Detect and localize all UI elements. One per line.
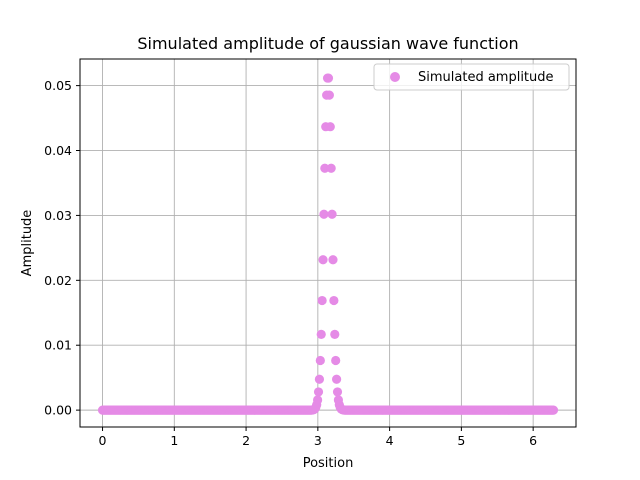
x-tick-label: 4 — [386, 433, 394, 448]
chart-title: Simulated amplitude of gaussian wave fun… — [137, 34, 518, 53]
data-point — [328, 255, 338, 265]
data-point — [331, 355, 341, 366]
data-point — [324, 90, 334, 100]
y-axis-label: Amplitude — [20, 210, 35, 277]
x-tick-label: 5 — [457, 433, 465, 448]
data-point — [314, 374, 325, 384]
data-point — [319, 209, 329, 219]
data-point — [327, 209, 337, 219]
y-tick-label: 0.04 — [44, 143, 72, 158]
legend: Simulated amplitude — [373, 63, 570, 91]
data-point — [318, 255, 328, 265]
y-tick-label: 0.02 — [44, 273, 72, 288]
legend-label: Simulated amplitude — [418, 70, 554, 85]
x-tick-label: 6 — [529, 433, 537, 448]
data-point — [326, 163, 336, 173]
x-tick-label: 1 — [170, 433, 178, 448]
data-point — [323, 73, 334, 83]
data-point — [330, 329, 340, 340]
data-point — [331, 374, 342, 384]
data-point — [313, 387, 324, 397]
scatter-points — [97, 73, 559, 415]
y-tick-label: 0.03 — [44, 208, 72, 223]
data-point — [548, 405, 559, 415]
legend-marker — [390, 72, 400, 82]
y-tick-label: 0.05 — [44, 78, 72, 93]
x-tick-label: 3 — [314, 433, 322, 448]
data-point — [325, 122, 335, 132]
axes-frame — [79, 58, 577, 428]
x-tick-label: 0 — [99, 433, 107, 448]
y-tick-label: 0.01 — [44, 338, 72, 353]
grid — [80, 59, 576, 427]
y-tick-label: 0.00 — [44, 403, 72, 418]
data-point — [329, 295, 339, 306]
data-point — [332, 387, 343, 397]
x-axis-label: Position — [303, 456, 354, 471]
data-point — [317, 295, 327, 306]
data-point — [316, 329, 326, 340]
legend-box — [373, 63, 570, 91]
data-point — [313, 395, 323, 405]
x-tick-label: 2 — [242, 433, 250, 448]
ticks: 0 1 2 3 4 5 6 0.00 0.01 0.02 0.03 0.04 0.05 — [44, 78, 537, 448]
data-point — [315, 355, 325, 366]
axes — [79, 58, 577, 428]
data-point — [320, 163, 330, 173]
